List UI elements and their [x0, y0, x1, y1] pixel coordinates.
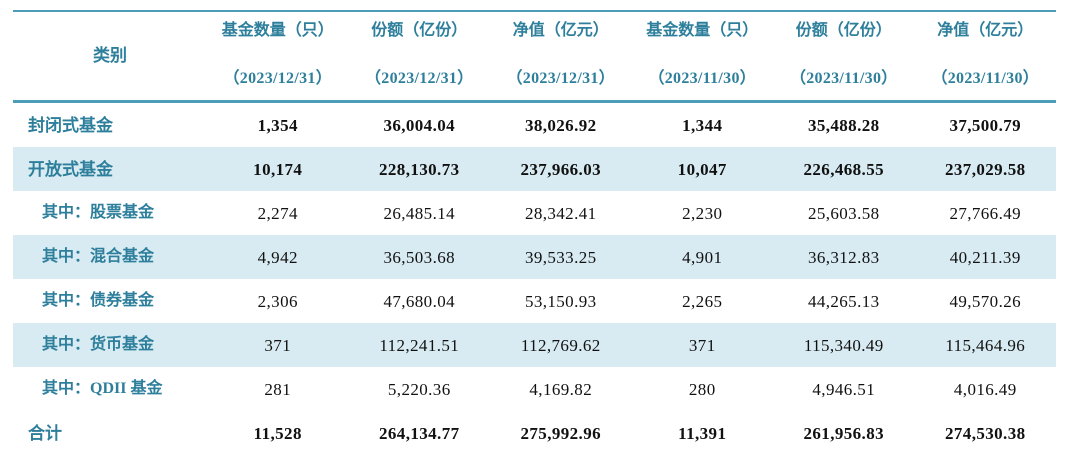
table-cell-value: 47,680.04: [383, 291, 456, 311]
table-body: 封闭式基金 1,354 36,004.04 38,026.92 1,344 35,488.…: [13, 103, 1056, 455]
table-cell-value: 25,603.58: [807, 203, 880, 223]
table-cell-value: 264,134.77: [379, 423, 460, 443]
table-cell-value: 2,265: [682, 291, 723, 311]
column-header-title: 份额（亿份）: [371, 22, 468, 39]
table-row: 其中：混合基金 4,942 36,503.68 39,533.25 4,901 36,31…: [13, 235, 1056, 279]
table-cell-value: 1,344: [682, 115, 723, 135]
table-cell-value: 4,946.51: [812, 379, 876, 399]
table-cell-value: 11,528: [253, 423, 302, 443]
table-cell-value: 39,533.25: [524, 247, 597, 267]
table-cell-value: 115,340.49: [803, 335, 884, 355]
table-cell-value: 1,354: [257, 115, 298, 135]
table-cell-value: 115,464.96: [945, 335, 1026, 355]
column-header-count-dec: 基金数量（只） （2023/12/31）: [207, 12, 349, 100]
table-row: 其中：QDII 基金 281 5,220.36 4,169.82 280 4,946.51…: [13, 367, 1056, 411]
column-header-date: （2023/11/30）: [648, 70, 757, 87]
table-cell-value: 4,942: [257, 247, 298, 267]
table-cell-value: 261,956.83: [803, 423, 884, 443]
row-category-label: 其中：QDII 基金: [42, 380, 163, 397]
column-header-title: 基金数量（只）: [646, 22, 759, 39]
table-cell-value: 37,500.79: [949, 115, 1022, 135]
table-cell-value: 40,211.39: [949, 247, 1021, 267]
column-header-title: 净值（亿元）: [937, 22, 1034, 39]
fund-statistics-table: 类别 基金数量（只） （2023/12/31） 份额（亿份） （2023/12/…: [13, 10, 1056, 455]
column-header-date: （2023/12/31）: [223, 70, 332, 87]
row-category-label: 其中：债券基金: [42, 292, 155, 309]
row-category-label: 合计: [28, 423, 62, 443]
table-cell-value: 280: [688, 379, 716, 399]
table-cell-value: 38,026.92: [524, 115, 597, 135]
column-header-count-nov: 基金数量（只） （2023/11/30）: [632, 12, 774, 100]
table-cell-value: 275,992.96: [520, 423, 601, 443]
table-cell-value: 2,274: [257, 203, 298, 223]
table-cell-value: 44,265.13: [807, 291, 880, 311]
row-category-label: 开放式基金: [28, 159, 113, 179]
table-cell-value: 281: [264, 379, 292, 399]
table-cell-value: 237,966.03: [520, 159, 601, 179]
column-header-date: （2023/11/30）: [789, 70, 898, 87]
column-header-shares-dec: 份额（亿份） （2023/12/31）: [349, 12, 491, 100]
table-row: 合计 11,528 264,134.77 275,992.96 11,391 261,95…: [13, 411, 1056, 455]
table-cell-value: 237,029.58: [945, 159, 1026, 179]
table-cell-value: 4,901: [682, 247, 723, 267]
column-header-category: 类别: [93, 45, 127, 65]
table-cell-value: 49,570.26: [949, 291, 1022, 311]
table-cell-value: 11,391: [678, 423, 727, 443]
table-cell-value: 226,468.55: [803, 159, 884, 179]
table-cell-value: 4,169.82: [529, 379, 593, 399]
table-cell-value: 5,220.36: [387, 379, 451, 399]
row-category-label: 封闭式基金: [28, 115, 113, 135]
table-cell-value: 27,766.49: [949, 203, 1022, 223]
column-header-nav-dec: 净值（亿元） （2023/12/31）: [490, 12, 632, 100]
table-row: 其中：债券基金 2,306 47,680.04 53,150.93 2,265 44,26…: [13, 279, 1056, 323]
table-cell-value: 28,342.41: [524, 203, 597, 223]
table-cell-value: 2,230: [682, 203, 723, 223]
column-header-date: （2023/12/31）: [506, 70, 615, 87]
row-category-label: 其中：股票基金: [42, 204, 155, 221]
column-header-title: 净值（亿元）: [512, 22, 609, 39]
column-header-nav-nov: 净值（亿元） （2023/11/30）: [915, 12, 1057, 100]
table-header-row: 类别 基金数量（只） （2023/12/31） 份额（亿份） （2023/12/…: [13, 10, 1056, 103]
table-row: 其中：货币基金 371 112,241.51 112,769.62 371 115,340…: [13, 323, 1056, 367]
table-cell-value: 228,130.73: [379, 159, 460, 179]
column-header-title: 基金数量（只）: [221, 22, 334, 39]
table-row: 开放式基金 10,174 228,130.73 237,966.03 10,047 226…: [13, 147, 1056, 191]
row-category-label: 其中：货币基金: [42, 336, 155, 353]
column-header-date: （2023/12/31）: [365, 70, 474, 87]
table-cell-value: 371: [688, 335, 716, 355]
table-cell-value: 371: [264, 335, 292, 355]
table-cell-value: 35,488.28: [807, 115, 880, 135]
column-header-title: 份额（亿份）: [795, 22, 892, 39]
table-cell-value: 112,241.51: [379, 335, 460, 355]
table-cell-value: 26,485.14: [383, 203, 456, 223]
row-category-label: 其中：混合基金: [42, 248, 155, 265]
table-row: 封闭式基金 1,354 36,004.04 38,026.92 1,344 35,488.…: [13, 103, 1056, 147]
column-header-date: （2023/11/30）: [931, 70, 1040, 87]
column-header-shares-nov: 份额（亿份） （2023/11/30）: [773, 12, 915, 100]
table-cell-value: 112,769.62: [520, 335, 601, 355]
table-cell-value: 274,530.38: [945, 423, 1026, 443]
table-cell-value: 53,150.93: [524, 291, 597, 311]
table-cell-value: 36,312.83: [807, 247, 880, 267]
table-cell-value: 4,016.49: [953, 379, 1017, 399]
table-row: 其中：股票基金 2,274 26,485.14 28,342.41 2,230 25,60…: [13, 191, 1056, 235]
table-cell-value: 36,004.04: [383, 115, 456, 135]
table-cell-value: 2,306: [257, 291, 298, 311]
table-cell-value: 10,174: [253, 159, 303, 179]
table-cell-value: 10,047: [677, 159, 727, 179]
table-cell-value: 36,503.68: [383, 247, 456, 267]
